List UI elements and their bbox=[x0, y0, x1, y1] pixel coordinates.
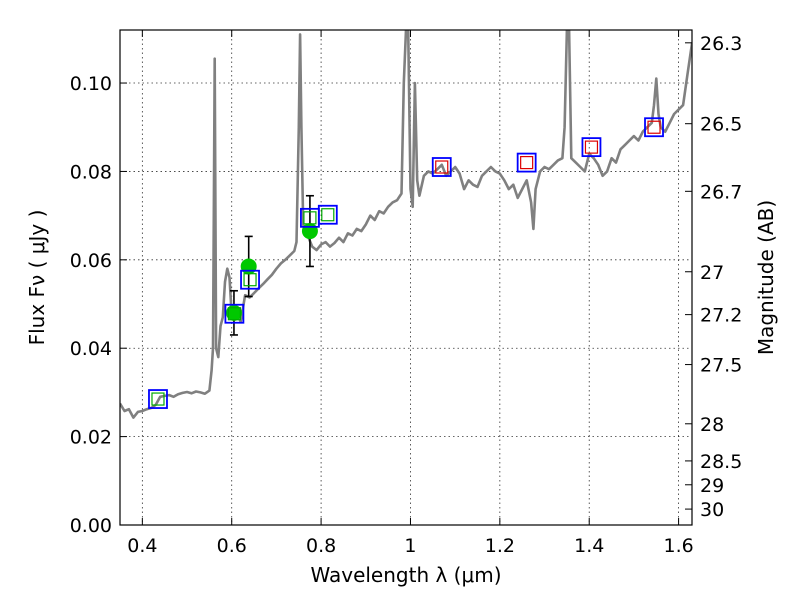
model-flux-inner-square bbox=[243, 273, 257, 287]
spectrum-line bbox=[120, 30, 692, 419]
y-tick-label: 0.04 bbox=[70, 338, 112, 360]
model-flux-inner-square bbox=[584, 140, 599, 154]
model-flux-square bbox=[148, 389, 168, 409]
y2-tick-label: 30 bbox=[700, 499, 724, 521]
y-tick-label: 0.06 bbox=[70, 250, 112, 272]
model-flux-inner-square bbox=[647, 120, 661, 134]
model-flux-square bbox=[317, 204, 338, 225]
y2-tick-label: 27 bbox=[700, 262, 724, 284]
photometry-point bbox=[301, 223, 318, 240]
y-tick-label: 0.00 bbox=[70, 515, 112, 537]
y2-tick-label: 28 bbox=[700, 414, 724, 436]
x-tick-label: 1.2 bbox=[485, 535, 515, 557]
x-tick-label: 1 bbox=[404, 535, 416, 557]
photometry-point bbox=[225, 304, 242, 321]
model-flux-square bbox=[224, 303, 245, 324]
y2-axis-label: Magnitude (AB) bbox=[754, 200, 778, 355]
y-axis-label: Flux Fν ( μJy ) bbox=[25, 210, 49, 346]
y2-tick-label: 28.5 bbox=[700, 451, 742, 473]
x-tick-label: 0.4 bbox=[127, 535, 157, 557]
y2-tick-label: 26.3 bbox=[700, 33, 742, 55]
model-flux-inner-square bbox=[321, 208, 335, 222]
x-tick-label: 0.8 bbox=[306, 535, 336, 557]
photometry-point bbox=[240, 258, 257, 275]
x-tick-label: 1.4 bbox=[574, 535, 604, 557]
tick-layer: 0.4 0.6 0.8 1 1.2 1.4 1.6 0.00 0.02 0.04 0.06 0.08 0… bbox=[70, 30, 742, 557]
y-tick-label: 0.08 bbox=[70, 161, 112, 183]
x-axis-label: Wavelength λ (μm) bbox=[310, 563, 501, 587]
grid-layer bbox=[120, 30, 692, 526]
y2-tick-label: 29 bbox=[700, 475, 724, 497]
model-flux-inner-square bbox=[520, 155, 534, 170]
model-flux-inner-square bbox=[227, 307, 241, 321]
model-flux-square bbox=[431, 157, 452, 177]
y2-tick-label: 26.7 bbox=[700, 181, 742, 203]
x-tick-label: 1.6 bbox=[663, 535, 693, 557]
plot-layer bbox=[120, 30, 692, 419]
model-flux-square bbox=[644, 117, 664, 138]
plot-frame bbox=[119, 29, 693, 526]
y-tick-label: 0.02 bbox=[70, 427, 112, 449]
y2-tick-label: 27.5 bbox=[700, 355, 742, 377]
model-flux-inner-square bbox=[303, 211, 317, 225]
model-flux-inner-square bbox=[151, 392, 165, 406]
model-flux-square bbox=[516, 152, 537, 173]
model-flux-square bbox=[581, 137, 602, 158]
y2-tick-label: 26.5 bbox=[700, 114, 742, 136]
y2-tick-label: 27.2 bbox=[700, 305, 742, 327]
y-tick-label: 0.10 bbox=[70, 73, 112, 95]
model-flux-inner-square bbox=[435, 160, 449, 174]
x-tick-label: 0.6 bbox=[217, 535, 247, 557]
model-flux-square bbox=[240, 269, 260, 290]
